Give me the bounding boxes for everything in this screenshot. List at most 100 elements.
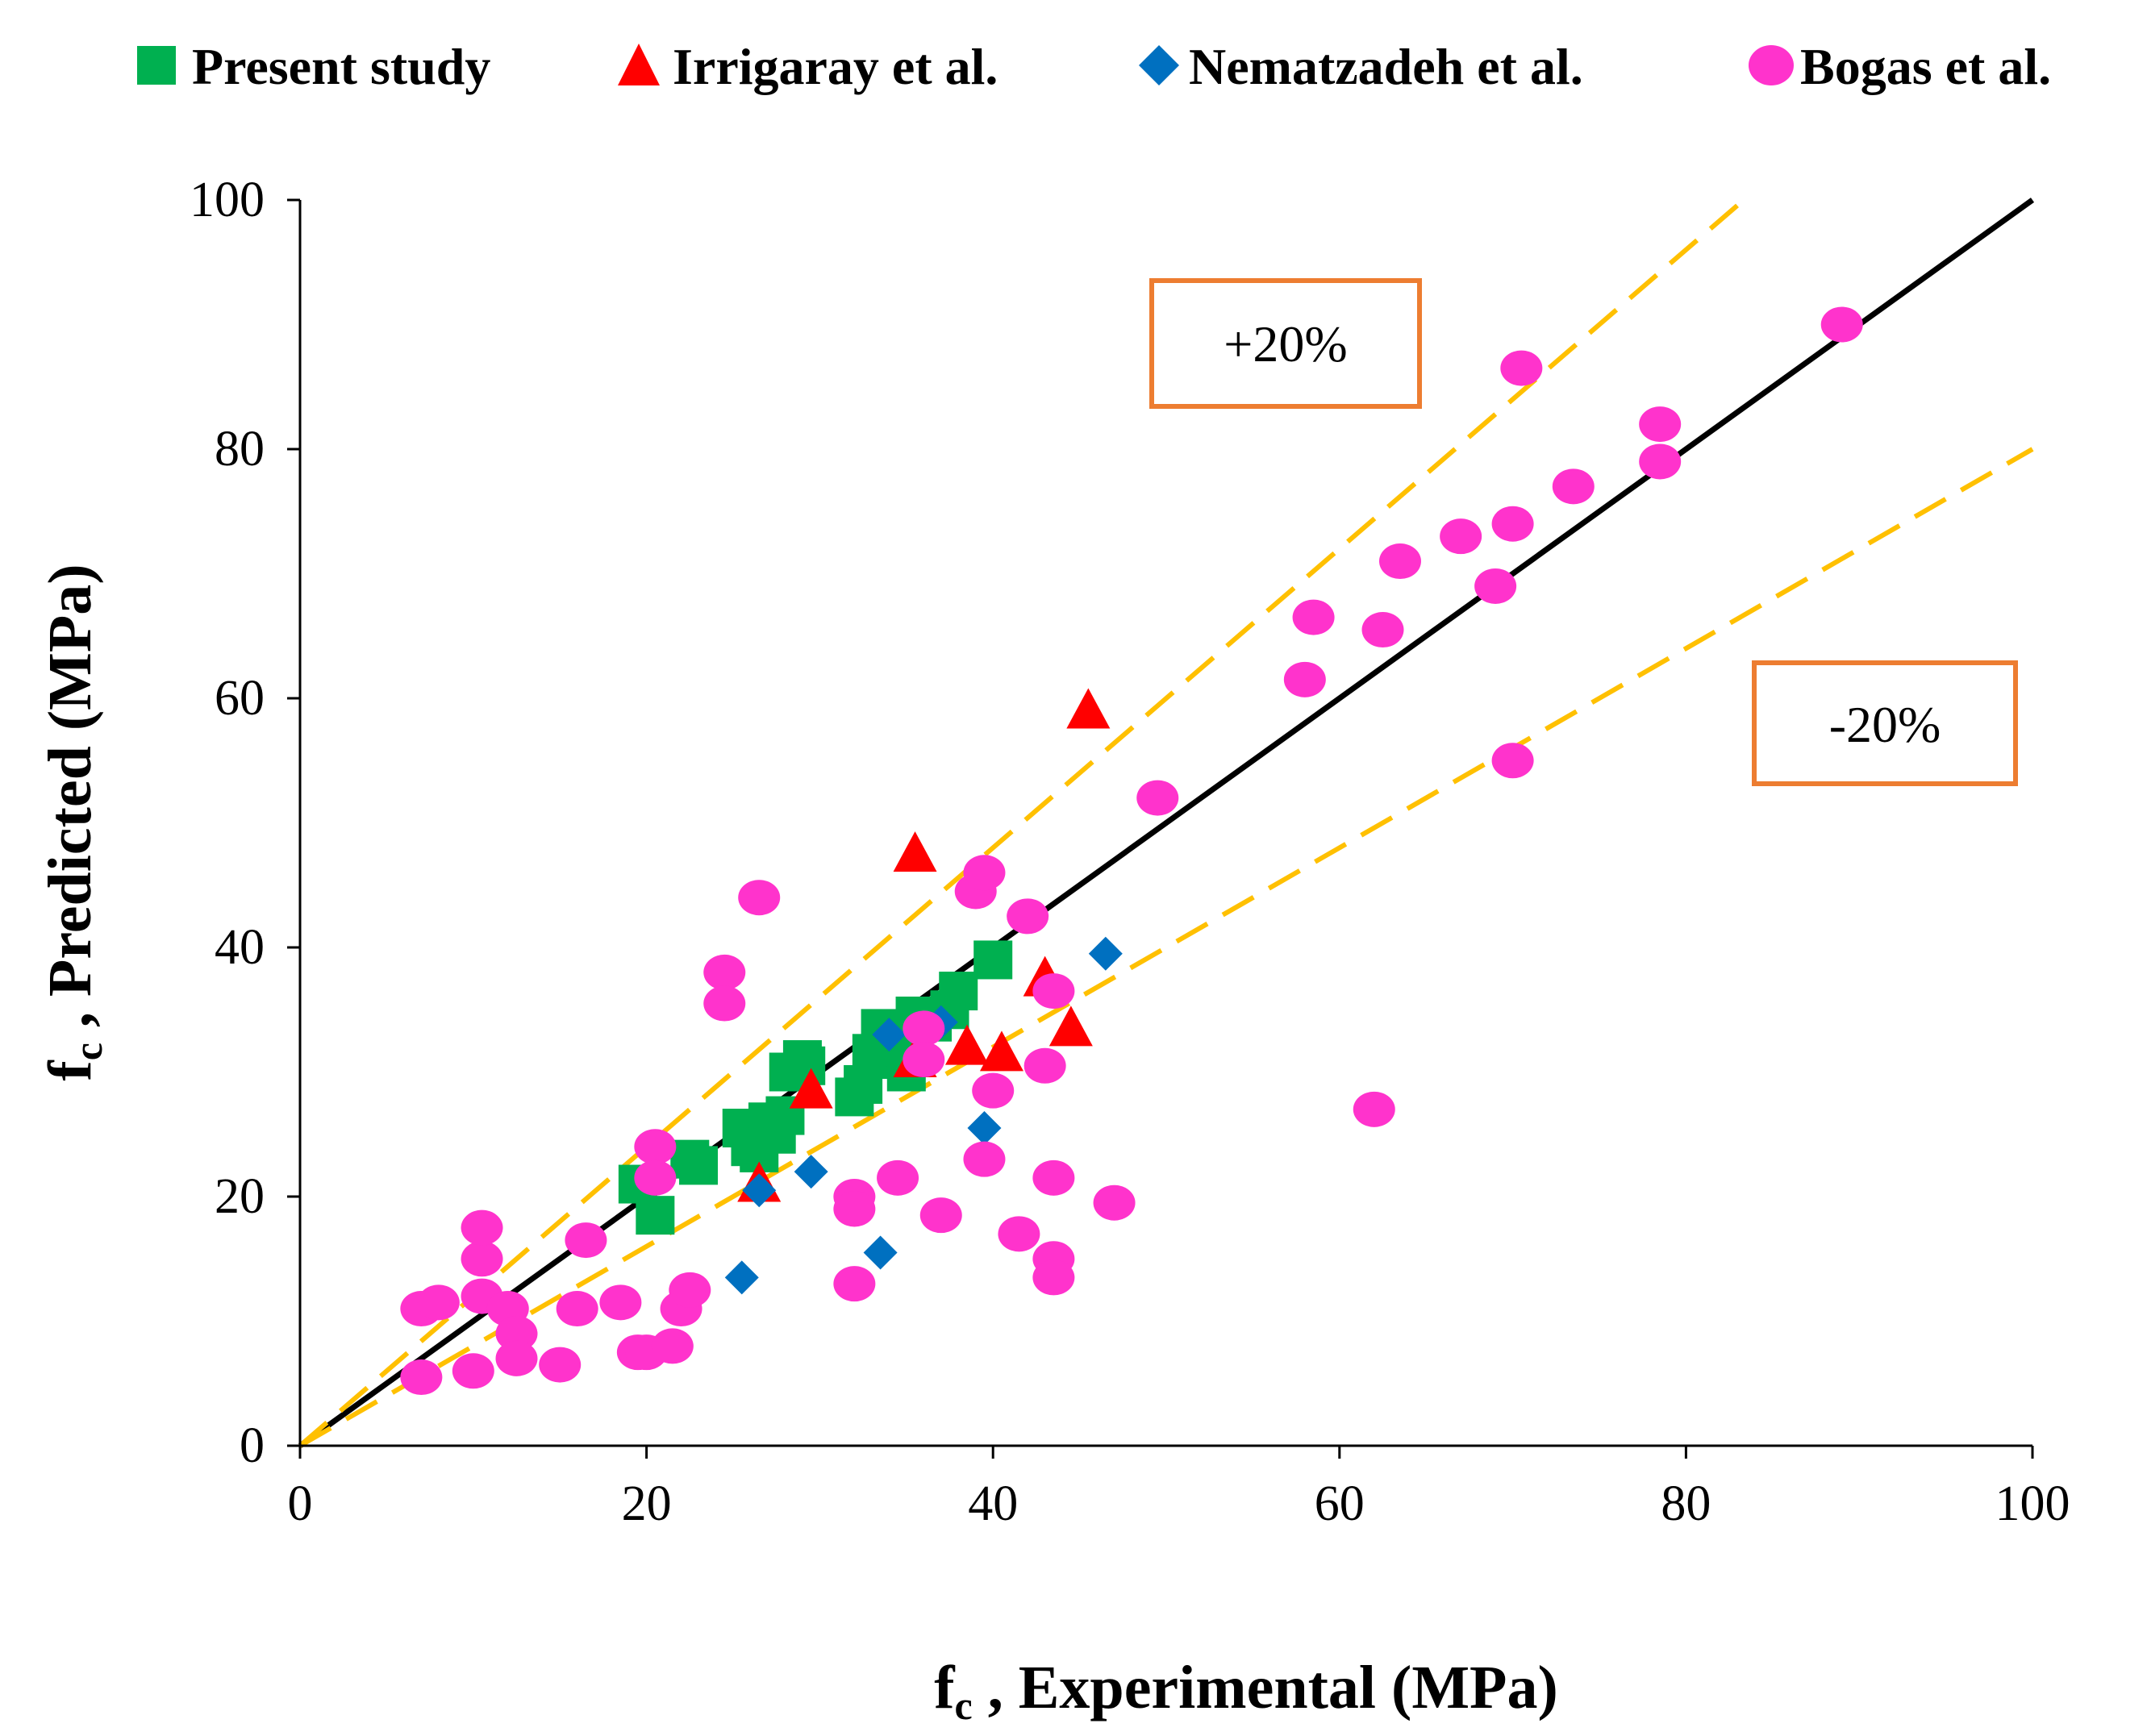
point-nematzadeh-et-al-7 (1088, 936, 1123, 971)
x-tick-label-40: 40 (968, 1476, 1018, 1531)
point-bogas-et-al-8 (495, 1315, 538, 1351)
point-bogas-et-al-13 (599, 1284, 642, 1321)
point-bogas-et-al-1 (400, 1359, 443, 1396)
point-bogas-et-al-52 (1491, 743, 1534, 779)
point-nematzadeh-et-al-1 (742, 1173, 777, 1208)
point-nematzadeh-et-al-0 (724, 1260, 759, 1295)
y-tick-label-60: 60 (215, 671, 265, 726)
y-axis-title: fc , Predicted (MPa) (36, 564, 110, 1080)
x-tick-label-80: 80 (1661, 1476, 1711, 1531)
x-tick-label-20: 20 (622, 1476, 672, 1531)
point-present-study-24 (973, 940, 1013, 980)
legend-marker-nematzadeh (1139, 45, 1179, 85)
point-bogas-et-al-36 (1007, 898, 1049, 935)
point-bogas-et-al-22 (703, 985, 746, 1022)
point-nematzadeh-et-al-6 (967, 1111, 1002, 1146)
point-bogas-et-al-34 (972, 1072, 1015, 1109)
point-bogas-et-al-50 (1474, 568, 1517, 604)
point-bogas-et-al-27 (877, 1159, 919, 1196)
data-points (400, 306, 1863, 1396)
point-bogas-et-al-26 (833, 1266, 876, 1302)
point-bogas-et-al-10 (539, 1347, 582, 1383)
point-bogas-et-al-41 (1032, 1259, 1075, 1296)
point-bogas-et-al-23 (738, 880, 781, 916)
point-bogas-et-al-44 (1283, 661, 1326, 697)
point-bogas-et-al-38 (1032, 973, 1075, 1010)
y-tick-label-100: 100 (190, 173, 265, 227)
annotation-minus20: -20% (1752, 660, 2018, 786)
x-axis-title-sub: c (955, 1683, 973, 1728)
y-tick-label-20: 20 (215, 1169, 265, 1224)
point-irrigaray-et-al-1 (789, 1068, 833, 1109)
point-bogas-et-al-25 (833, 1191, 876, 1227)
point-bogas-et-al-28 (903, 1010, 945, 1047)
y-axis-title-main: f (36, 1060, 104, 1081)
point-bogas-et-al-39 (1032, 1159, 1075, 1196)
point-irrigaray-et-al-8 (1066, 688, 1111, 729)
point-bogas-et-al-16 (634, 1129, 677, 1165)
annotation-plus20-text: +20% (1224, 315, 1347, 373)
point-bogas-et-al-45 (1292, 599, 1335, 635)
point-bogas-et-al-37 (1023, 1047, 1066, 1084)
point-bogas-et-al-56 (1639, 443, 1682, 480)
point-bogas-et-al-29 (903, 1042, 945, 1078)
point-irrigaray-et-al-5 (979, 1030, 1023, 1072)
x-tick-label-100: 100 (1995, 1476, 2070, 1531)
point-bogas-et-al-47 (1361, 612, 1404, 648)
x-axis-title: fc , Experimental (MPa) (934, 1654, 1558, 1728)
y-tick-label-40: 40 (215, 920, 265, 975)
point-nematzadeh-et-al-2 (794, 1155, 828, 1189)
point-bogas-et-al-3 (452, 1353, 494, 1389)
point-bogas-et-al-32 (963, 855, 1006, 891)
point-bogas-et-al-48 (1378, 543, 1421, 580)
point-irrigaray-et-al-7 (1048, 1005, 1093, 1047)
point-bogas-et-al-9 (495, 1340, 538, 1376)
point-present-study-1 (636, 1196, 675, 1235)
y-axis-title-rest: , Predicted (MPa) (36, 564, 104, 1043)
point-bogas-et-al-43 (1136, 780, 1179, 816)
point-bogas-et-al-30 (919, 1197, 962, 1234)
x-tick-label-60: 60 (1315, 1476, 1365, 1531)
legend-marker-bogas (1749, 45, 1794, 85)
x-axis-title-main: f (934, 1654, 956, 1721)
axis-ticks: 0 20 40 60 80 100 0 20 40 60 80 100 (190, 173, 2070, 1531)
legend-label-bogas: Bogas et al. (1800, 38, 2051, 95)
x-tick-label-0: 0 (288, 1476, 313, 1531)
point-bogas-et-al-6 (461, 1209, 503, 1246)
legend: Present study Irrigaray et al. Nematzade… (137, 38, 2051, 95)
point-irrigaray-et-al-2 (893, 831, 937, 872)
point-bogas-et-al-17 (634, 1159, 677, 1196)
point-bogas-et-al-53 (1500, 350, 1543, 386)
reference-line-minus20 (298, 447, 2034, 1448)
point-nematzadeh-et-al-3 (863, 1235, 898, 1270)
point-bogas-et-al-18 (651, 1328, 694, 1364)
reference-line-plus20 (298, 198, 1745, 1448)
point-bogas-et-al-12 (565, 1222, 607, 1259)
legend-label-nematzadeh: Nematzadeh et al. (1189, 38, 1583, 95)
y-tick-label-80: 80 (215, 422, 265, 477)
point-nematzadeh-et-al-4 (872, 1018, 907, 1052)
point-bogas-et-al-35 (998, 1216, 1040, 1252)
point-bogas-et-al-2 (417, 1284, 460, 1321)
legend-label-present-study: Present study (192, 38, 490, 95)
legend-marker-present-study (137, 46, 176, 85)
point-bogas-et-al-49 (1440, 518, 1482, 555)
y-tick-label-0: 0 (240, 1418, 265, 1473)
x-axis-title-rest: , Experimental (MPa) (973, 1654, 1558, 1721)
legend-label-irrigaray: Irrigaray et al. (673, 38, 998, 95)
point-bogas-et-al-20 (669, 1272, 711, 1308)
point-bogas-et-al-54 (1552, 468, 1595, 505)
annotation-minus20-text: -20% (1829, 696, 1941, 753)
point-bogas-et-al-5 (461, 1241, 503, 1277)
point-bogas-et-al-11 (556, 1291, 598, 1327)
point-bogas-et-al-33 (963, 1141, 1006, 1177)
point-present-study-23 (939, 972, 978, 1011)
point-bogas-et-al-57 (1820, 306, 1863, 343)
annotation-plus20-box (1149, 278, 1422, 409)
point-present-study-3 (679, 1146, 719, 1185)
axes: 0 20 40 60 80 100 0 20 40 60 80 100 (190, 173, 2070, 1531)
annotation-plus20: +20% (1149, 278, 1422, 409)
annotation-minus20-box (1752, 660, 2018, 786)
point-bogas-et-al-55 (1639, 406, 1682, 443)
